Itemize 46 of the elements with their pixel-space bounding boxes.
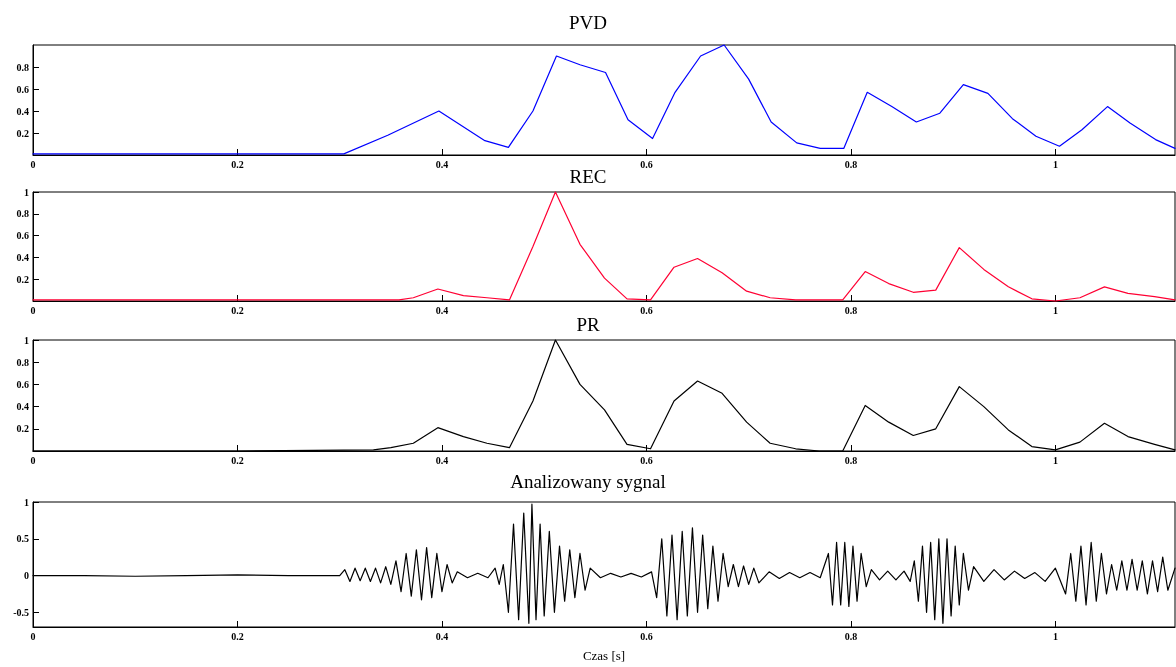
y-tick-label: 0.8 xyxy=(16,61,29,73)
y-tick-label: 0.4 xyxy=(16,251,29,263)
x-tick-label: 0.6 xyxy=(640,158,653,170)
x-tick-label: 0.4 xyxy=(435,304,449,316)
x-tick-label: 0.2 xyxy=(231,454,244,466)
chart-title: REC xyxy=(569,166,607,187)
y-tick-label: 0.8 xyxy=(16,356,29,368)
x-tick-label: 0.4 xyxy=(435,158,449,170)
x-tick-label: 0.8 xyxy=(844,630,858,642)
y-tick-label: 0.6 xyxy=(16,230,29,242)
x-tick-label: 1 xyxy=(1052,304,1058,316)
line-series xyxy=(32,503,1176,624)
y-tick-label: 0.5 xyxy=(16,533,29,545)
y-tick-label: 0.6 xyxy=(16,83,29,95)
x-tick-label: 0.6 xyxy=(640,304,653,316)
x-tick-label: 0.8 xyxy=(844,454,858,466)
x-tick-label: 0.8 xyxy=(844,158,858,170)
x-tick-label: 0.2 xyxy=(231,304,244,316)
x-tick-label: 0.2 xyxy=(231,158,244,170)
line-series xyxy=(32,191,1176,302)
x-tick-label: 1 xyxy=(1052,630,1058,642)
y-tick-label: 0.8 xyxy=(16,208,29,220)
x-tick-label: 0.6 xyxy=(640,454,653,466)
x-tick-label: 0.8 xyxy=(844,304,858,316)
y-tick-label: 0.4 xyxy=(16,105,29,117)
y-tick-label: -0.5 xyxy=(13,606,29,618)
y-tick-label: 1 xyxy=(24,334,29,346)
x-tick-label: 0.2 xyxy=(231,630,244,642)
x-tick-label: 1 xyxy=(1052,158,1058,170)
y-tick-label: 0.2 xyxy=(16,273,29,285)
chart-title: PVD xyxy=(568,12,608,33)
y-tick-label: 0.2 xyxy=(16,423,29,435)
x-tick-label: 0.6 xyxy=(640,630,653,642)
y-tick-label: 1 xyxy=(24,496,29,508)
x-axis-title: Czas [s] xyxy=(582,648,626,663)
y-tick-label: 0.4 xyxy=(16,401,29,413)
x-tick-label: 0.4 xyxy=(435,630,449,642)
x-tick-label: 0.4 xyxy=(435,454,449,466)
y-tick-label: 0.6 xyxy=(16,378,29,390)
chart-title: PR xyxy=(576,314,600,335)
y-tick-label: 1 xyxy=(24,186,29,198)
y-tick-label: 0 xyxy=(24,570,29,582)
line-series xyxy=(32,44,1176,155)
x-tick-label: 1 xyxy=(1052,454,1058,466)
y-tick-label: 0.2 xyxy=(16,127,29,139)
chart-title: Analizowany sygnal xyxy=(510,471,666,492)
